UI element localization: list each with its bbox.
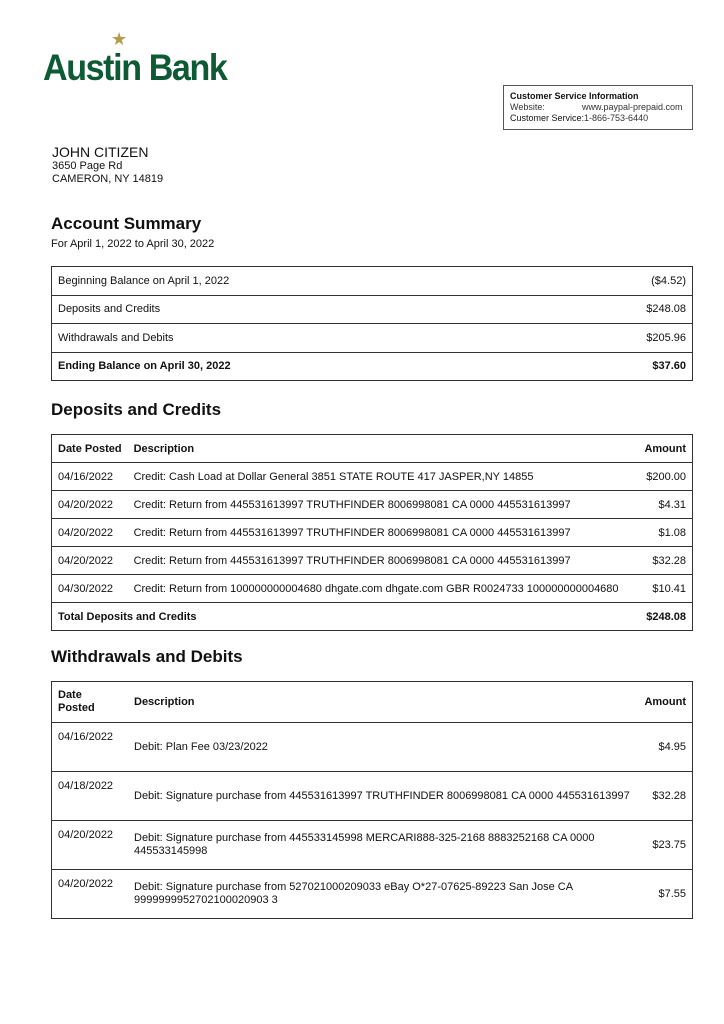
row-description: Credit: Cash Load at Dollar General 3851… [127, 462, 638, 491]
row-description: Credit: Return from 445531613997 TRUTHFI… [127, 490, 638, 519]
row-date: 04/20/2022 [51, 518, 128, 547]
table-row: 04/20/2022 Credit: Return from 4455316139… [51, 518, 693, 547]
table-row: 04/20/2022 Credit: Return from 4455316139… [51, 546, 693, 575]
customer-city: CAMERON, NY 14819 [52, 173, 164, 185]
bank-logo: ★ Austin Bank [43, 29, 228, 88]
row-date: 04/20/2022 [51, 820, 128, 870]
row-date: 04/16/2022 [51, 722, 128, 772]
header-description: Description [128, 681, 639, 723]
table-row: 04/16/2022 Debit: Plan Fee 03/23/2022 $4.9… [51, 722, 693, 772]
header-date-line1: Date [58, 689, 82, 701]
table-row: 04/18/2022 Debit: Signature purchase from… [51, 771, 693, 821]
row-date: 04/20/2022 [51, 546, 128, 575]
table-row: 04/20/2022 Debit: Signature purchase from… [51, 820, 693, 870]
summary-amount: $37.60 [551, 351, 693, 381]
row-amount: $4.95 [638, 722, 693, 772]
table-row: 04/16/2022 Credit: Cash Load at Dollar Ge… [51, 462, 693, 491]
website-link[interactable]: www.paypal-prepaid.com [582, 102, 683, 112]
row-amount: $23.75 [638, 820, 693, 870]
customer-name: JOHN CITIZEN [52, 144, 149, 160]
summary-label: Withdrawals and Debits [51, 323, 552, 353]
row-date: 04/18/2022 [51, 771, 128, 821]
header-amount: Amount [638, 681, 693, 723]
summary-label: Beginning Balance on April 1, 2022 [51, 266, 552, 296]
header-amount: Amount [637, 434, 693, 463]
row-amount: $200.00 [637, 462, 693, 491]
total-label: Total Deposits and Credits [51, 602, 638, 631]
deposits-title: Deposits and Credits [51, 400, 222, 419]
table-header: Date Posted Description Amount [51, 434, 693, 463]
row-amount: $7.55 [638, 869, 693, 919]
account-summary-table: Beginning Balance on April 1, 2022 ($4.52… [51, 266, 693, 381]
row-amount: $4.31 [637, 490, 693, 519]
row-amount: $32.28 [638, 771, 693, 821]
star-icon: ★ [111, 29, 128, 49]
row-amount: $32.28 [637, 546, 693, 575]
customer-service-box: Customer Service Information Website: www… [503, 85, 693, 130]
phone-number: 1-866-753-6440 [584, 113, 649, 123]
cs-title: Customer Service Information [510, 91, 639, 101]
table-row: 04/20/2022 Credit: Return from 4455316139… [51, 490, 693, 519]
header-date: Date Posted [51, 434, 128, 463]
header-date: Date Posted [51, 681, 128, 723]
phone-label: Customer Service: [510, 113, 585, 123]
table-row: 04/30/2022 Credit: Return from 1000000000… [51, 574, 693, 603]
withdrawals-title: Withdrawals and Debits [51, 647, 243, 666]
row-description: Credit: Return from 445531613997 TRUTHFI… [127, 546, 638, 575]
account-summary-title: Account Summary [51, 214, 202, 233]
summary-amount: $248.08 [551, 294, 693, 324]
customer-street: 3650 Page Rd [52, 160, 123, 172]
row-description: Credit: Return from 100000000004680 dhga… [127, 574, 638, 603]
row-description: Debit: Signature purchase from 527021000… [128, 869, 639, 919]
withdrawals-table: Date Posted Description Amount 04/16/2022… [51, 681, 693, 919]
row-date: 04/20/2022 [51, 869, 128, 919]
statement-period: For April 1, 2022 to April 30, 2022 [51, 238, 215, 250]
summary-amount: $205.96 [551, 323, 693, 353]
website-label: Website: [510, 102, 545, 112]
row-amount: $1.08 [637, 518, 693, 547]
table-header: Date Posted Description Amount [51, 681, 693, 723]
table-row: 04/20/2022 Debit: Signature purchase from… [51, 869, 693, 919]
header-date-line2: Posted [58, 702, 95, 714]
row-amount: $10.41 [637, 574, 693, 603]
row-date: 04/20/2022 [51, 490, 128, 519]
deposits-total-row: Total Deposits and Credits $248.08 [51, 602, 693, 631]
row-description: Debit: Signature purchase from 445531613… [128, 771, 639, 821]
summary-row: Beginning Balance on April 1, 2022 ($4.52… [51, 266, 693, 296]
summary-row: Deposits and Credits $248.08 [51, 294, 693, 324]
summary-amount: ($4.52) [551, 266, 693, 296]
header-description: Description [127, 434, 638, 463]
row-description: Debit: Plan Fee 03/23/2022 [128, 722, 639, 772]
summary-label: Ending Balance on April 30, 2022 [51, 351, 552, 381]
row-date: 04/30/2022 [51, 574, 128, 603]
total-amount: $248.08 [637, 602, 693, 631]
row-description: Credit: Return from 445531613997 TRUTHFI… [127, 518, 638, 547]
customer-address: JOHN CITIZEN 3650 Page Rd CAMERON, NY 14… [52, 144, 163, 186]
summary-row: Withdrawals and Debits $205.96 [51, 323, 693, 353]
summary-label: Deposits and Credits [51, 294, 552, 324]
row-date: 04/16/2022 [51, 462, 128, 491]
row-description: Debit: Signature purchase from 445533145… [128, 820, 639, 870]
deposits-table: Date Posted Description Amount 04/16/202… [51, 434, 693, 631]
summary-row: Ending Balance on April 30, 2022 $37.60 [51, 351, 693, 381]
